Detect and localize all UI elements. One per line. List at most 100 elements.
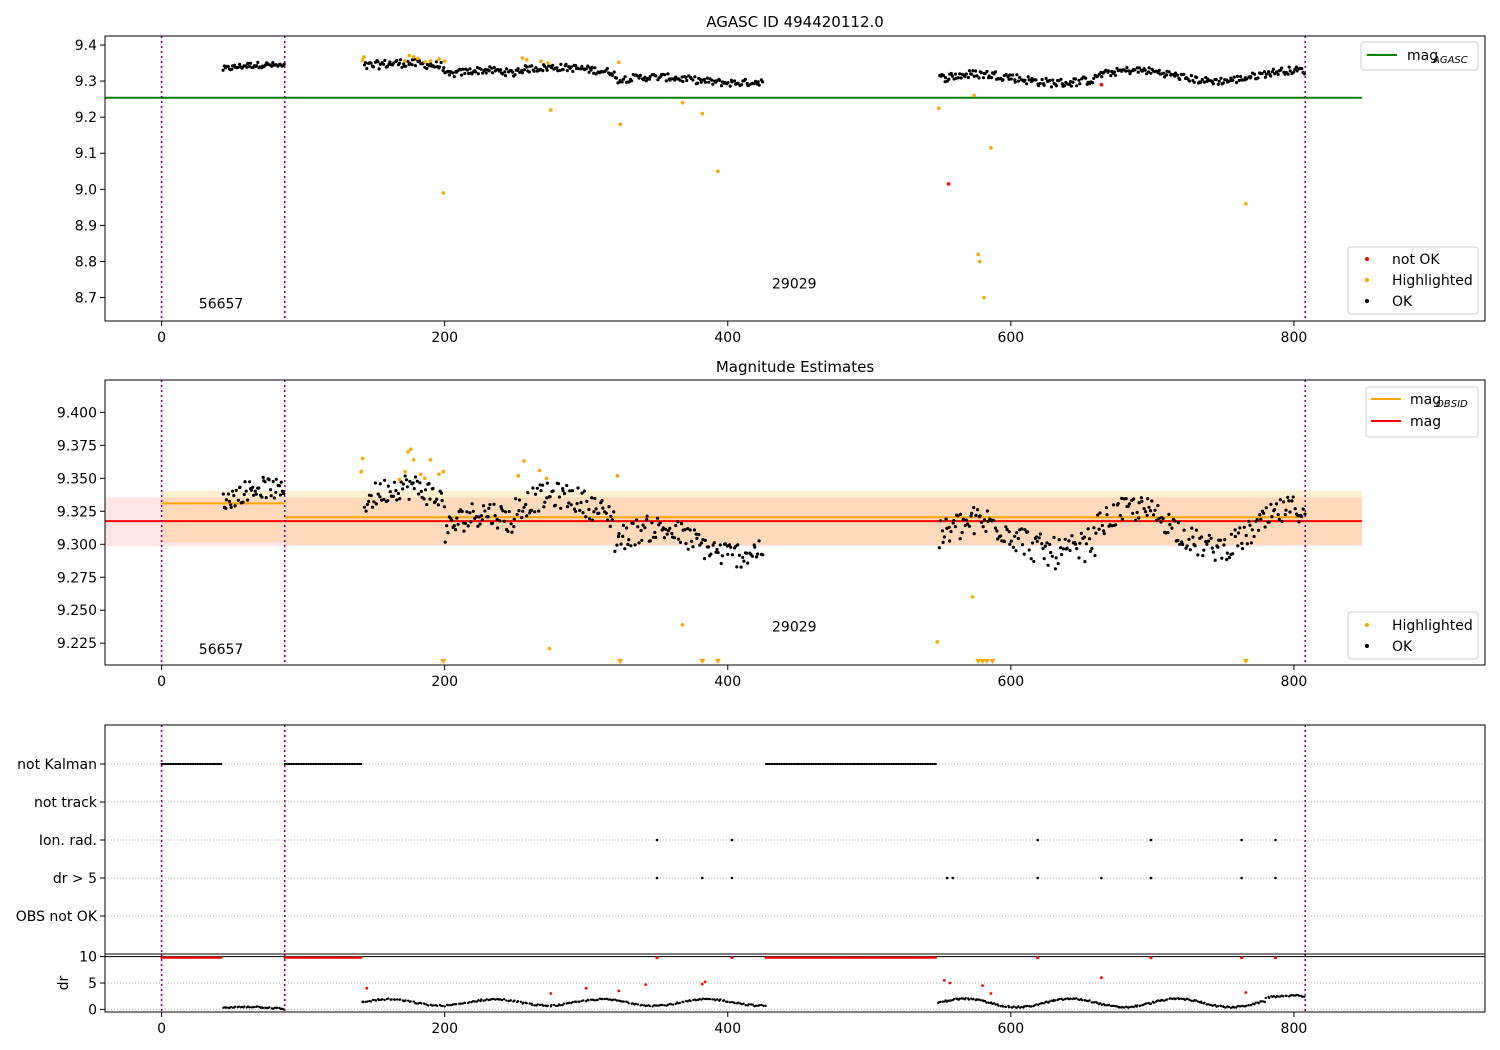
ok-point — [653, 530, 657, 535]
dr-point — [1235, 1006, 1238, 1009]
ok-point — [272, 496, 276, 500]
ok-point — [691, 78, 695, 82]
ok-point — [753, 545, 757, 549]
not-kalman-point — [837, 762, 841, 766]
ok-point — [693, 75, 697, 79]
ok-point — [533, 510, 537, 514]
flag-point — [1149, 876, 1153, 880]
dr-point — [575, 1000, 578, 1003]
ok-point — [641, 523, 645, 527]
dr-point — [1177, 997, 1181, 1001]
ok-point — [1002, 539, 1007, 544]
ok-point — [1237, 78, 1241, 83]
dr-clipped-point — [897, 956, 900, 959]
ok-point — [408, 479, 412, 483]
not-kalman-point — [812, 762, 815, 766]
dr-point — [686, 1000, 689, 1003]
ok-point — [578, 508, 582, 513]
ok-point — [972, 506, 976, 510]
not-kalman-point — [803, 762, 807, 766]
dr-point — [502, 998, 506, 1001]
ok-point — [510, 530, 514, 534]
not-kalman-point — [295, 762, 298, 766]
dr-point — [682, 1000, 685, 1004]
not-kalman-point — [802, 762, 805, 766]
ok-point — [401, 487, 405, 491]
ok-point — [271, 479, 275, 484]
ok-point — [625, 526, 629, 530]
highlighted-point — [520, 56, 525, 60]
ok-point — [938, 519, 943, 523]
ok-point — [1083, 560, 1087, 564]
ok-point — [395, 58, 399, 63]
not-kalman-point — [334, 762, 337, 766]
dr-point — [1250, 1003, 1253, 1007]
ok-point — [1009, 539, 1013, 543]
ok-point — [1264, 72, 1268, 76]
ok-point — [743, 77, 748, 81]
ok-point — [1077, 78, 1081, 82]
ok-point — [958, 72, 962, 76]
ok-point — [233, 504, 237, 508]
ok-point — [707, 545, 711, 549]
dr-clipped-point — [887, 956, 890, 959]
ok-point — [571, 69, 575, 73]
ok-point — [1135, 510, 1139, 515]
ok-point — [580, 64, 584, 69]
ok-point — [1086, 527, 1090, 531]
x-tick-label: 0 — [157, 1021, 166, 1037]
ok-point — [1229, 532, 1233, 536]
not-kalman-point — [283, 762, 286, 766]
dr-high-point — [617, 989, 621, 993]
not-kalman-point — [191, 762, 194, 766]
not-kalman-point — [199, 762, 202, 766]
dr-point — [1093, 1001, 1096, 1004]
ok-point — [274, 490, 278, 494]
ok-point — [1182, 528, 1186, 532]
flag-label: not Kalman — [17, 757, 97, 773]
flag-point — [655, 876, 659, 880]
ok-point — [282, 492, 286, 496]
ok-point — [665, 532, 669, 536]
flag-point — [1036, 876, 1039, 880]
ok-point — [1147, 66, 1151, 70]
not-kalman-point — [293, 762, 296, 766]
ok-point — [688, 528, 692, 532]
ok-point — [1077, 556, 1081, 560]
dr-point — [1058, 997, 1062, 1001]
ok-point — [470, 502, 474, 506]
ok-point — [621, 534, 625, 539]
ok-point — [411, 481, 415, 485]
ok-point — [732, 79, 737, 83]
y-tick-label: 9.2 — [75, 110, 97, 126]
ok-point — [1054, 84, 1059, 88]
ok-point — [251, 485, 255, 489]
ok-point — [1258, 513, 1262, 517]
ok-point — [1094, 531, 1098, 535]
ok-point — [1034, 78, 1038, 82]
dr-point — [1292, 994, 1295, 997]
dr-clipped-point — [189, 956, 192, 959]
not-kalman-point — [894, 762, 897, 766]
dr-clipped-point — [292, 956, 295, 959]
dr-point — [1216, 1005, 1220, 1008]
dr-point — [1220, 1004, 1223, 1008]
ok-point — [1023, 78, 1027, 82]
not-kalman-point — [327, 762, 330, 766]
ok-point — [252, 493, 256, 497]
ok-point — [545, 481, 549, 485]
ok-point — [1011, 73, 1015, 77]
ok-point — [565, 505, 570, 509]
not-kalman-point — [324, 762, 327, 766]
ok-point — [1025, 82, 1029, 86]
y-tick-label: 9.400 — [57, 405, 97, 421]
ok-point — [1263, 525, 1267, 529]
y-tick-label: 9.1 — [75, 146, 97, 162]
not-kalman-point — [179, 762, 182, 766]
ok-point — [702, 77, 707, 82]
ok-point — [584, 515, 588, 519]
dr-point — [584, 999, 588, 1003]
dr-clipped-point — [808, 956, 812, 959]
dr-clipped-point — [880, 956, 883, 959]
ok-point — [1052, 535, 1056, 540]
